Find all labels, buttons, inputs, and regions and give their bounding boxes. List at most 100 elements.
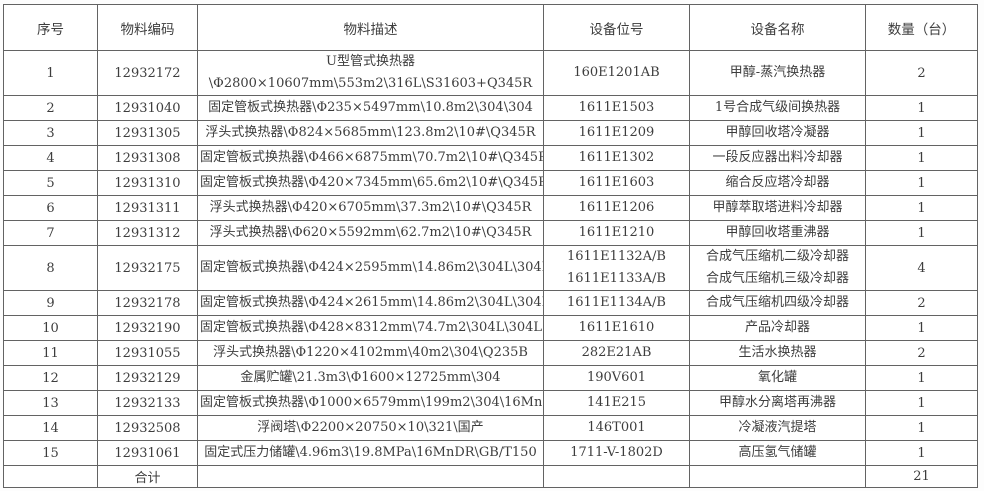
cell-line: 固定管板式换热器\Φ424×2595mm\14.86m2\304L\304L (200, 260, 544, 275)
cell-quantity: 4 (865, 245, 978, 291)
equipment-table: 序号 物料编码 物料描述 设备位号 设备名称 数量（台） 1 12932172 … (3, 4, 978, 488)
table-row: 13 12932133 固定管板式换热器\Φ1000×6579mm\199m2\… (3, 390, 978, 416)
cell-serial: 1 (3, 50, 98, 96)
cell-quantity: 2 (865, 340, 978, 366)
cell-quantity: 1 (865, 390, 978, 416)
cell-line: 1611E1603 (578, 175, 655, 190)
cell-line: \Φ2800×10607mm\553m2\316L\S31603+Q345R (208, 76, 533, 91)
cell-line: 1611E1133A/B (567, 271, 666, 286)
cell-line: 1611E1302 (578, 150, 655, 165)
cell-equipment-name: 产品冷却器 (689, 315, 866, 341)
cell-quantity: 1 (865, 120, 978, 146)
cell-line: 1611E1209 (578, 125, 655, 140)
cell-line: 甲醇回收塔冷凝器 (725, 125, 830, 140)
total-quantity: 21 (865, 465, 978, 488)
cell-equipment-tag: 190V601 (543, 365, 690, 391)
cell-line: 浮头式换热器\Φ824×5685mm\123.8m2\10#\Q345R (205, 125, 536, 140)
cell-material-desc: 固定管板式换热器\Φ428×8312mm\74.7m2\304L\304L (197, 315, 544, 341)
cell-line: 1611E1134A/B (567, 295, 666, 310)
cell-material-code: 12931311 (97, 195, 198, 221)
table-row: 1 12932172 U型管式换热器 \Φ2800×10607mm\553m2\3… (3, 50, 978, 96)
cell-equipment-name: 一段反应器出料冷却器 (689, 145, 866, 171)
cell-material-desc: 浮头式换热器\Φ420×6705mm\37.3m2\10#\Q345R (197, 195, 544, 221)
total-serial-cell (3, 465, 98, 488)
cell-line: 282E21AB (581, 345, 652, 360)
total-desc-cell (197, 465, 544, 488)
cell-material-code: 12932190 (97, 315, 198, 341)
cell-material-code: 12931061 (97, 440, 198, 466)
cell-quantity: 1 (865, 145, 978, 171)
cell-line: 141E215 (586, 395, 647, 410)
cell-serial: 3 (3, 120, 98, 146)
cell-serial: 2 (3, 95, 98, 121)
cell-equipment-name: 甲醇萃取塔进料冷却器 (689, 195, 866, 221)
cell-equipment-tag: 160E1201AB (543, 50, 690, 96)
total-label: 合计 (97, 465, 198, 488)
cell-material-code: 12932175 (97, 245, 198, 291)
cell-line: 1611E1503 (578, 100, 655, 115)
cell-material-desc: 固定式压力储罐\4.96m3\19.8MPa\16MnDR\GB/T150 (197, 440, 544, 466)
cell-line: 甲醇水分离塔再沸器 (718, 395, 836, 410)
cell-equipment-tag: 1611E1134A/B (543, 290, 690, 316)
cell-quantity: 1 (865, 440, 978, 466)
cell-equipment-name: 甲醇水分离塔再沸器 (689, 390, 866, 416)
cell-line: 浮头式换热器\Φ620×5592mm\62.7m2\10#\Q345R (209, 225, 532, 240)
cell-material-code: 12932129 (97, 365, 198, 391)
cell-serial: 4 (3, 145, 98, 171)
table-row: 4 12931308 固定管板式换热器\Φ466×6875mm\70.7m2\1… (3, 145, 978, 171)
cell-equipment-tag: 1611E1503 (543, 95, 690, 121)
cell-equipment-tag: 1611E1209 (543, 120, 690, 146)
cell-serial: 11 (3, 340, 98, 366)
table-row: 8 12932175 固定管板式换热器\Φ424×2595mm\14.86m2\… (3, 245, 978, 291)
cell-line: 固定管板式换热器\Φ420×7345mm\65.6m2\10#\Q345R (200, 175, 544, 190)
cell-material-code: 12931308 (97, 145, 198, 171)
table-row: 5 12931310 固定管板式换热器\Φ420×7345mm\65.6m2\1… (3, 170, 978, 196)
cell-serial: 6 (3, 195, 98, 221)
cell-line: 合成气压缩机二级冷却器 (705, 249, 849, 264)
cell-equipment-name: 冷凝液汽提塔 (689, 415, 866, 441)
cell-serial: 13 (3, 390, 98, 416)
cell-equipment-tag: 1611E1302 (543, 145, 690, 171)
cell-line: 浮头式换热器\Φ420×6705mm\37.3m2\10#\Q345R (209, 200, 532, 215)
total-row: 合计 21 (3, 465, 978, 488)
cell-equipment-tag: 141E215 (543, 390, 690, 416)
cell-line: 氧化罐 (757, 370, 797, 385)
cell-line: 合成气压缩机三级冷却器 (705, 271, 849, 286)
cell-material-desc: 固定管板式换热器\Φ235×5497mm\10.8m2\304\304 (197, 95, 544, 121)
cell-line: 产品冷却器 (744, 320, 810, 335)
cell-serial: 5 (3, 170, 98, 196)
cell-line: 缩合反应塔冷却器 (725, 175, 830, 190)
cell-quantity: 1 (865, 415, 978, 441)
cell-quantity: 2 (865, 50, 978, 96)
cell-material-desc: 浮头式换热器\Φ620×5592mm\62.7m2\10#\Q345R (197, 220, 544, 246)
cell-equipment-name: 生活水换热器 (689, 340, 866, 366)
cell-material-desc: 固定管板式换热器\Φ466×6875mm\70.7m2\10#\Q345R (197, 145, 544, 171)
cell-quantity: 1 (865, 95, 978, 121)
cell-line: 190V601 (586, 370, 646, 385)
cell-line: 高压氢气储罐 (738, 445, 817, 460)
cell-line: 固定管板式换热器\Φ466×6875mm\70.7m2\10#\Q345R (200, 150, 544, 165)
cell-material-code: 12932133 (97, 390, 198, 416)
table-row: 3 12931305 浮头式换热器\Φ824×5685mm\123.8m2\10… (3, 120, 978, 146)
col-header-serial: 序号 (3, 4, 98, 51)
cell-equipment-tag: 1611E1206 (543, 195, 690, 221)
cell-equipment-tag: 146T001 (543, 415, 690, 441)
cell-material-code: 12931055 (97, 340, 198, 366)
cell-material-desc: 固定管板式换热器\Φ1000×6579mm\199m2\304\16Mn (197, 390, 544, 416)
cell-line: U型管式换热器 (326, 54, 415, 69)
cell-material-desc: 浮头式换热器\Φ824×5685mm\123.8m2\10#\Q345R (197, 120, 544, 146)
table-header: 序号 物料编码 物料描述 设备位号 设备名称 数量（台） (3, 4, 978, 51)
table-row: 10 12932190 固定管板式换热器\Φ428×8312mm\74.7m2\… (3, 315, 978, 341)
cell-equipment-name: 合成气压缩机四级冷却器 (689, 290, 866, 316)
cell-line: 甲醇-蒸汽换热器 (729, 65, 826, 80)
cell-material-desc: 金属贮罐\21.3m3\Φ1600×12725mm\304 (197, 365, 544, 391)
col-header-equipment-tag: 设备位号 (543, 4, 690, 51)
cell-equipment-tag: 1611E1132A/B 1611E1133A/B (543, 245, 690, 291)
cell-serial: 10 (3, 315, 98, 341)
cell-serial: 14 (3, 415, 98, 441)
cell-line: 生活水换热器 (738, 345, 817, 360)
cell-equipment-name: 氧化罐 (689, 365, 866, 391)
table-row: 7 12931312 浮头式换热器\Φ620×5592mm\62.7m2\10#… (3, 220, 978, 246)
cell-material-code: 12931040 (97, 95, 198, 121)
cell-line: 1611E1132A/B (567, 249, 666, 264)
